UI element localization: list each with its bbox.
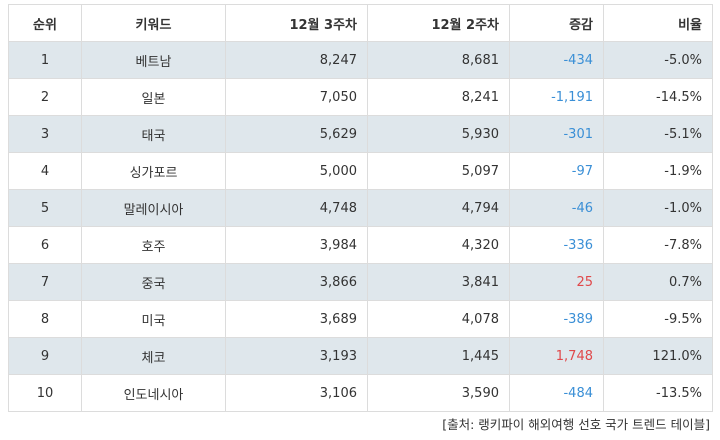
cell-ratio: -13.5% <box>603 374 713 412</box>
cell-week2: 8,241 <box>367 78 510 116</box>
cell-week2: 5,097 <box>367 152 510 190</box>
cell-ratio: -1.9% <box>603 152 713 190</box>
cell-keyword: 호주 <box>81 226 226 264</box>
cell-rank: 6 <box>8 226 82 264</box>
cell-keyword: 태국 <box>81 115 226 153</box>
table-row: 5 말레이시아 4,748 4,794 -46 -1.0% <box>8 189 713 227</box>
cell-keyword: 미국 <box>81 300 226 338</box>
header-keyword: 키워드 <box>81 4 226 42</box>
table-row: 8 미국 3,689 4,078 -389 -9.5% <box>8 300 713 338</box>
header-week2: 12월 2주차 <box>367 4 510 42</box>
cell-ratio: -9.5% <box>603 300 713 338</box>
cell-week2: 5,930 <box>367 115 510 153</box>
cell-week3: 3,866 <box>225 263 368 301</box>
cell-ratio: 0.7% <box>603 263 713 301</box>
cell-change: 25 <box>509 263 604 301</box>
table-row: 4 싱가포르 5,000 5,097 -97 -1.9% <box>8 152 713 190</box>
table-row: 1 베트남 8,247 8,681 -434 -5.0% <box>8 41 713 79</box>
table-row: 2 일본 7,050 8,241 -1,191 -14.5% <box>8 78 713 116</box>
cell-rank: 2 <box>8 78 82 116</box>
cell-week3: 5,000 <box>225 152 368 190</box>
cell-change: -1,191 <box>509 78 604 116</box>
cell-change: -336 <box>509 226 604 264</box>
cell-ratio: -14.5% <box>603 78 713 116</box>
table-row: 6 호주 3,984 4,320 -336 -7.8% <box>8 226 713 264</box>
cell-week3: 5,629 <box>225 115 368 153</box>
cell-ratio: -5.1% <box>603 115 713 153</box>
table-row: 9 체코 3,193 1,445 1,748 121.0% <box>8 337 713 375</box>
cell-change: -484 <box>509 374 604 412</box>
cell-ratio: 121.0% <box>603 337 713 375</box>
cell-keyword: 체코 <box>81 337 226 375</box>
cell-keyword: 중국 <box>81 263 226 301</box>
cell-week3: 4,748 <box>225 189 368 227</box>
header-ratio: 비율 <box>603 4 713 42</box>
cell-week2: 3,841 <box>367 263 510 301</box>
cell-week2: 3,590 <box>367 374 510 412</box>
header-rank: 순위 <box>8 4 82 42</box>
cell-rank: 3 <box>8 115 82 153</box>
table-row: 10 인도네시아 3,106 3,590 -484 -13.5% <box>8 374 713 412</box>
cell-ratio: -1.0% <box>603 189 713 227</box>
cell-rank: 4 <box>8 152 82 190</box>
cell-change: -97 <box>509 152 604 190</box>
cell-keyword: 베트남 <box>81 41 226 79</box>
cell-change: -389 <box>509 300 604 338</box>
cell-keyword: 인도네시아 <box>81 374 226 412</box>
cell-keyword: 싱가포르 <box>81 152 226 190</box>
cell-week2: 1,445 <box>367 337 510 375</box>
keyword-ranking-table: 순위 키워드 12월 3주차 12월 2주차 증감 비율 1 베트남 8,247 8,… <box>8 4 713 412</box>
cell-week3: 3,689 <box>225 300 368 338</box>
source-caption: [출처: 랭키파이 해외여행 선호 국가 트렌드 테이블] <box>442 417 710 432</box>
cell-change: -46 <box>509 189 604 227</box>
cell-week2: 4,794 <box>367 189 510 227</box>
header-change: 증감 <box>509 4 604 42</box>
cell-rank: 5 <box>8 189 82 227</box>
cell-ratio: -7.8% <box>603 226 713 264</box>
cell-change: -434 <box>509 41 604 79</box>
cell-keyword: 말레이시아 <box>81 189 226 227</box>
table-row: 7 중국 3,866 3,841 25 0.7% <box>8 263 713 301</box>
cell-ratio: -5.0% <box>603 41 713 79</box>
table-body: 1 베트남 8,247 8,681 -434 -5.0% 2 일본 7,050 8,241 -1,1… <box>8 41 713 412</box>
cell-rank: 7 <box>8 263 82 301</box>
cell-week3: 7,050 <box>225 78 368 116</box>
cell-week3: 3,193 <box>225 337 368 375</box>
cell-week3: 3,984 <box>225 226 368 264</box>
cell-rank: 8 <box>8 300 82 338</box>
cell-change: 1,748 <box>509 337 604 375</box>
table-header-row: 순위 키워드 12월 3주차 12월 2주차 증감 비율 <box>8 4 713 42</box>
cell-rank: 1 <box>8 41 82 79</box>
cell-rank: 10 <box>8 374 82 412</box>
cell-change: -301 <box>509 115 604 153</box>
header-week3: 12월 3주차 <box>225 4 368 42</box>
cell-week3: 8,247 <box>225 41 368 79</box>
cell-rank: 9 <box>8 337 82 375</box>
table-row: 3 태국 5,629 5,930 -301 -5.1% <box>8 115 713 153</box>
cell-week2: 8,681 <box>367 41 510 79</box>
cell-keyword: 일본 <box>81 78 226 116</box>
cell-week3: 3,106 <box>225 374 368 412</box>
cell-week2: 4,320 <box>367 226 510 264</box>
cell-week2: 4,078 <box>367 300 510 338</box>
